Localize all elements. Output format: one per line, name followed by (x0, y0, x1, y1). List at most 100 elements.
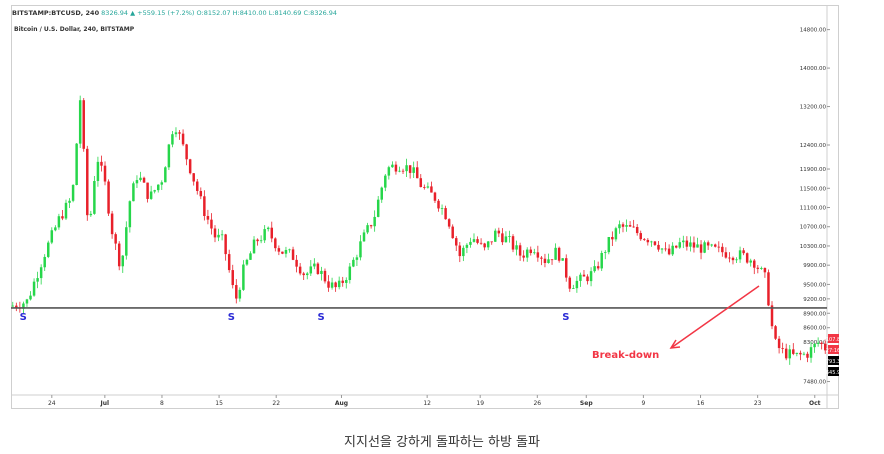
candle-body (444, 208, 447, 220)
candle-body (15, 305, 18, 308)
candle-body (777, 338, 781, 349)
breakdown-arrow (670, 285, 760, 349)
candle-body (795, 352, 799, 354)
candle-body (763, 267, 767, 273)
candle-body (451, 226, 454, 239)
candle-body (745, 253, 749, 263)
candle-body (682, 240, 685, 243)
candle-body (788, 349, 791, 359)
candle-body (490, 241, 493, 243)
candle-body (139, 177, 142, 181)
candle-body (89, 213, 93, 216)
candle-body (125, 227, 128, 256)
candle-body (813, 343, 816, 348)
y-tick-label: 9500.00 (803, 282, 826, 288)
candle-body (533, 252, 536, 254)
candle-body (550, 259, 554, 261)
candle-body (674, 245, 678, 248)
candle-body (252, 239, 256, 254)
candle-body (75, 143, 78, 186)
candle-body (366, 225, 369, 233)
candle-body (781, 348, 784, 349)
candle-body (696, 244, 699, 248)
candle-body (231, 270, 234, 286)
candle-body (316, 263, 320, 274)
y-tick-label: 11100.00 (800, 206, 827, 212)
candle-body (29, 295, 32, 300)
candle-body (462, 247, 465, 257)
candle-body (540, 257, 543, 259)
y-tick-label: 14800.00 (800, 28, 827, 34)
candle-body (238, 289, 242, 299)
candle-body (692, 242, 696, 248)
breakdown-arrowhead (669, 339, 681, 349)
candle-body (742, 250, 745, 254)
candle-body (369, 225, 373, 227)
candle-body (816, 342, 820, 344)
candle-body (703, 242, 706, 253)
candle-body (341, 280, 344, 283)
y-tick-label: 11900.00 (800, 167, 827, 173)
candle-body (394, 164, 398, 172)
candle-body (181, 133, 185, 145)
candle-body (483, 243, 486, 248)
candle-body (359, 241, 362, 258)
y-tick-label: 13200.00 (800, 105, 827, 111)
x-tick-label: 19 (476, 400, 484, 407)
candle-body (54, 227, 57, 231)
y-tick-label: 12400.00 (800, 143, 827, 149)
candle-body (447, 219, 451, 227)
candle-body (57, 216, 61, 228)
candle-body (11, 305, 15, 307)
candle-body (525, 249, 529, 258)
candle-body (465, 244, 469, 248)
candle-body (405, 165, 408, 172)
candle-body (621, 224, 625, 227)
support-mark: S (317, 312, 324, 323)
candle-body (455, 238, 458, 246)
y-tick-label: 8900.00 (803, 311, 826, 317)
price-label-text: 8107.85 (823, 337, 839, 343)
candle-body (628, 225, 632, 227)
candle-body (32, 281, 36, 296)
candle-body (426, 186, 430, 188)
candle-body (259, 240, 263, 242)
x-tick-label: 16 (697, 400, 705, 407)
candle-body (114, 234, 117, 244)
candle-body (611, 236, 614, 240)
candle-body (188, 159, 192, 174)
candle-body (543, 258, 547, 264)
y-tick-label: 9900.00 (803, 263, 826, 269)
candle-body (178, 132, 181, 134)
candle-body (121, 255, 124, 267)
candle-body (802, 353, 806, 355)
candle-body (235, 285, 238, 299)
candle-body (607, 236, 611, 253)
candle-body (401, 170, 405, 172)
candle-body (291, 249, 295, 260)
candle-body (391, 164, 394, 168)
candle-body (731, 257, 735, 261)
y-tick-label: 9200.00 (803, 297, 826, 303)
candle-body (501, 233, 504, 243)
candle-body (604, 252, 607, 253)
candle-body (96, 161, 100, 182)
candle-body (43, 256, 46, 268)
candle-body (107, 181, 110, 214)
candle-body (600, 252, 603, 269)
x-tick-label: 9 (641, 400, 645, 407)
candle-body (728, 257, 731, 259)
candle-body (657, 244, 660, 250)
candle-body (171, 134, 174, 145)
candle-body (408, 165, 412, 173)
candle-body (160, 182, 164, 185)
candle-body (685, 240, 689, 247)
figure-caption: 지지선을 강하게 돌파하는 하방 돌파 (344, 435, 540, 450)
candle-body (646, 239, 650, 243)
candle-body (270, 227, 274, 239)
candle-body (618, 224, 621, 229)
candle-body (36, 278, 39, 282)
candle-body (699, 244, 703, 253)
candle-body (437, 200, 440, 209)
candle-body (547, 259, 550, 264)
